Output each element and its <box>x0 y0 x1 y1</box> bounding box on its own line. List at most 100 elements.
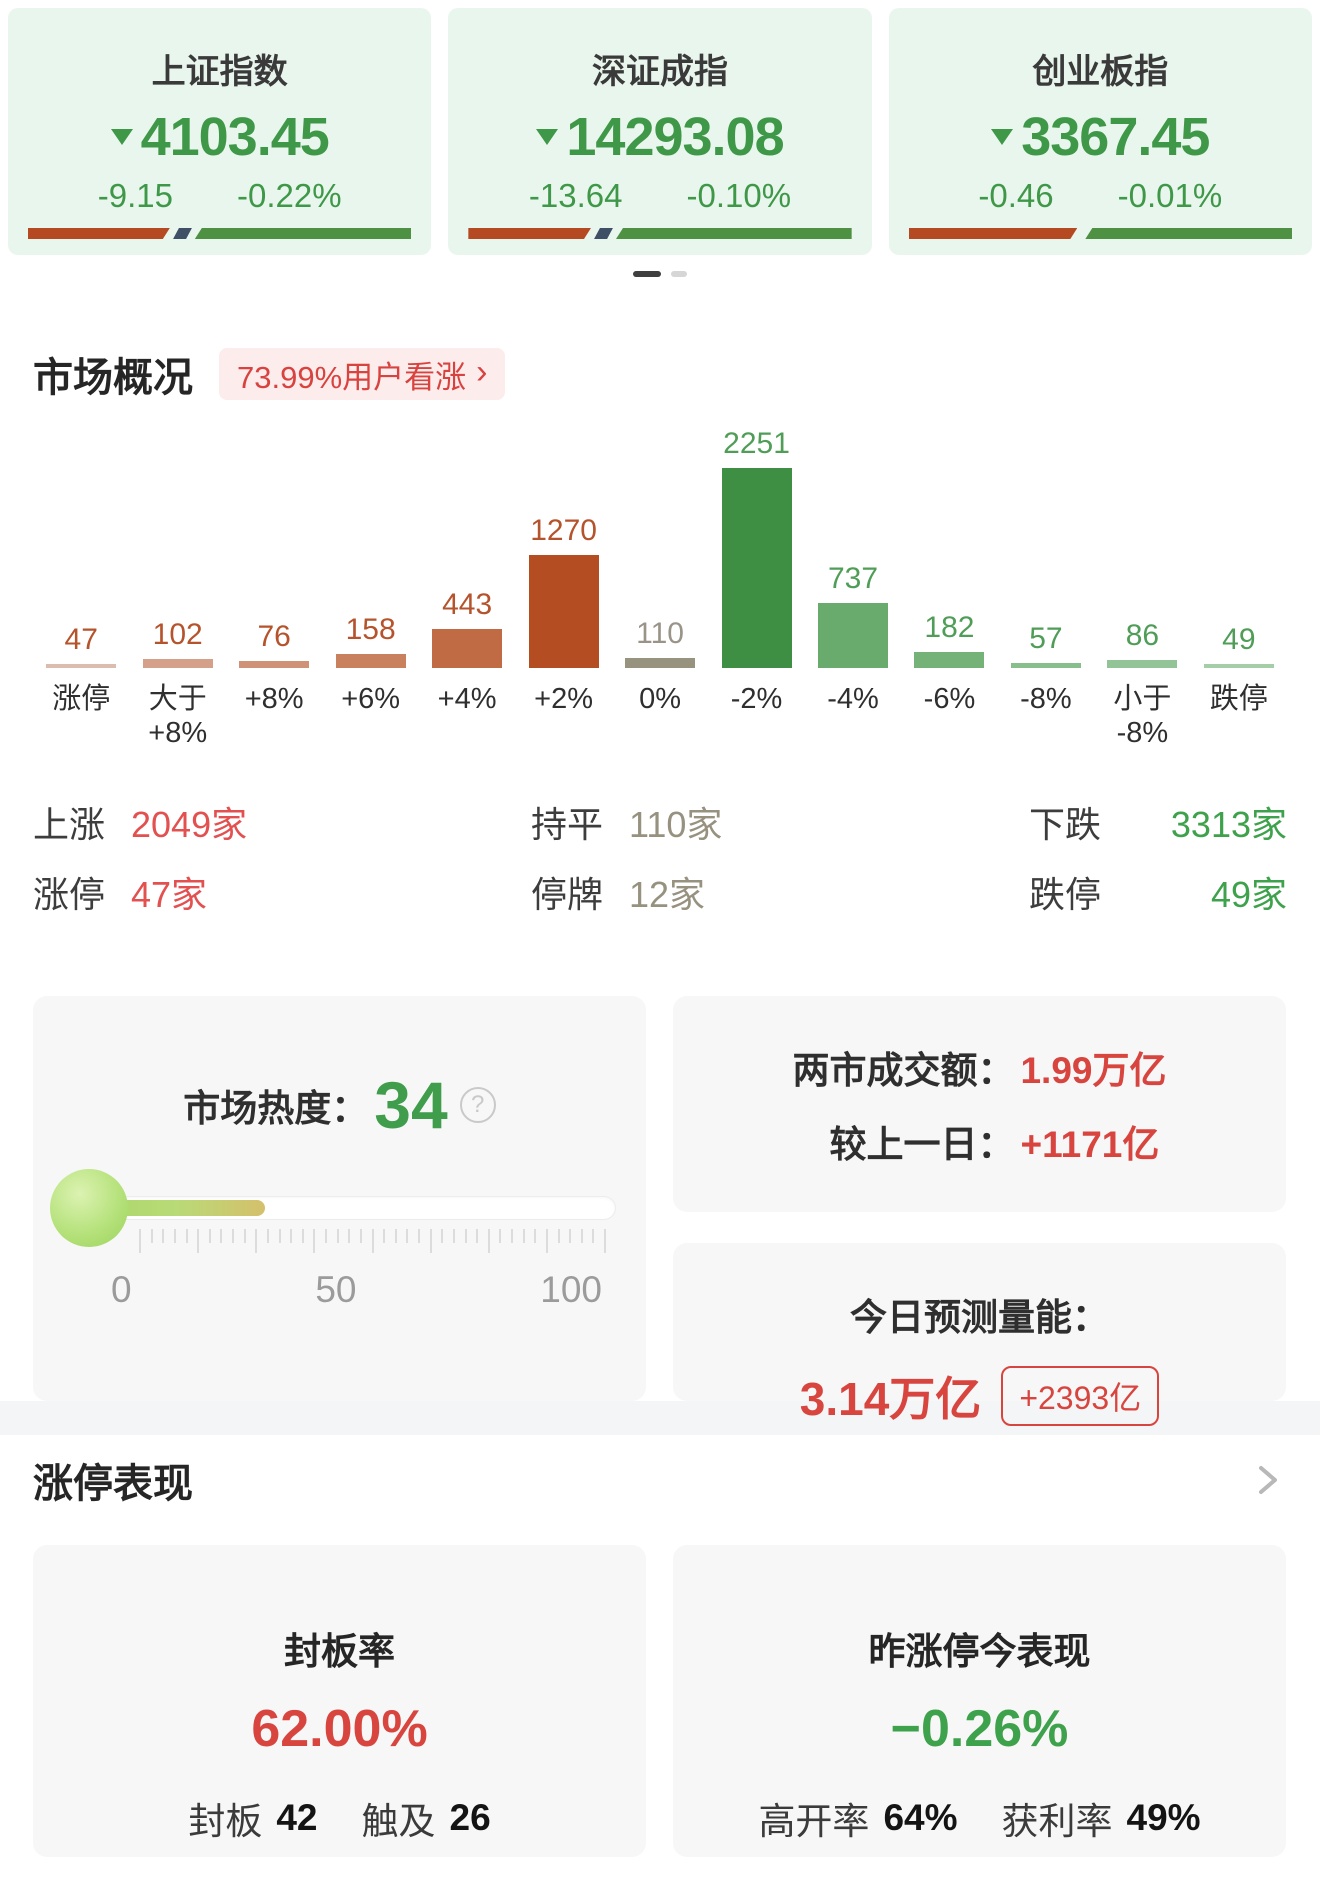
market-heat-label: 市场热度： <box>183 1088 369 1129</box>
breadth-value: 12家 <box>629 874 706 915</box>
ratio-slash-divider <box>594 228 613 239</box>
histogram-bar <box>1107 660 1178 668</box>
histogram-column: 110 0% <box>612 427 708 756</box>
ruler-tick <box>429 1229 432 1253</box>
breadth-label: 跌停 <box>1029 874 1102 915</box>
breadth-cell: 涨停 47家 <box>33 866 451 918</box>
ratio-down-segment <box>194 228 412 239</box>
bar-category-label: -4% <box>827 683 879 715</box>
gauge-scale-labels: 0 50 100 <box>111 1269 602 1311</box>
index-card[interactable]: 上证指数 4103.45 -9.15 -0.22% <box>8 8 432 255</box>
index-change: -9.15 <box>97 177 173 214</box>
ratio-down-segment <box>615 228 852 239</box>
bar-category-label: 涨停 <box>52 683 111 715</box>
ruler-tick <box>487 1229 490 1253</box>
ruler-tick <box>185 1229 188 1243</box>
ruler-tick <box>313 1229 316 1253</box>
index-card[interactable]: 创业板指 3367.45 -0.46 -0.01% <box>888 8 1312 255</box>
stat-label: 触及 <box>361 1801 436 1842</box>
ruler-tick <box>232 1229 234 1243</box>
chevron-right-icon[interactable] <box>1247 1460 1287 1500</box>
sentiment-badge[interactable]: 73.99%用户看涨 › <box>219 348 506 400</box>
bar-category-label: +8% <box>244 683 304 715</box>
ratio-down-segment <box>1085 228 1292 239</box>
index-change-pct: -0.01% <box>1117 177 1223 214</box>
up-down-ratio-bar <box>909 228 1292 239</box>
limit-up-stat: 获利率 49% <box>1002 1791 1201 1845</box>
histogram-bar <box>1203 664 1274 668</box>
bar-value-label: 110 <box>636 617 684 650</box>
stat-label: 封板 <box>188 1801 263 1842</box>
ruler-tick <box>545 1229 548 1253</box>
limit-up-card-stats: 高开率 64% 获利率 49% <box>673 1791 1286 1845</box>
histogram-bar <box>432 629 503 668</box>
section-separator <box>0 1401 1320 1435</box>
histogram-bar <box>1010 663 1081 668</box>
bar-category-label: 0% <box>639 683 681 715</box>
forecast-panel: 今日预测量能： 3.14万亿 +2393亿 <box>673 1243 1286 1426</box>
index-change-row: -9.15 -0.22% <box>8 177 431 217</box>
limit-up-card-value: 62.00% <box>251 1700 428 1758</box>
volume-panels: 两市成交额： 1.99万亿 较上一日： +1171亿 今日预测量能： 3.14万… <box>673 996 1286 1426</box>
histogram-bar <box>528 555 599 668</box>
index-value-row: 4103.45 <box>8 107 431 167</box>
bar-category-label: -6% <box>923 683 976 715</box>
help-icon[interactable]: ? <box>459 1087 496 1123</box>
forecast-label: 今日预测量能： <box>850 1297 1109 1338</box>
histogram-column: 737 -4% <box>805 427 901 756</box>
market-heat-panel: 市场热度： 34 ? 0 50 100 <box>33 996 646 1401</box>
index-card[interactable]: 深证成指 14293.08 -13.64 -0.10% <box>448 8 872 255</box>
stat-label: 获利率 <box>1001 1801 1113 1842</box>
ruler-tick <box>534 1229 537 1243</box>
bar-category-label: 跌停 <box>1209 683 1268 715</box>
turnover-label: 两市成交额： <box>792 1050 1015 1091</box>
pager-dash[interactable] <box>633 271 661 277</box>
breadth-value: 3313家 <box>1170 804 1287 845</box>
bar-value-label: 49 <box>1222 623 1256 656</box>
breadth-value: 49家 <box>1210 874 1287 915</box>
index-name: 创业板指 <box>1032 53 1169 91</box>
breadth-label: 停牌 <box>531 874 604 915</box>
index-value: 4103.45 <box>140 107 330 167</box>
breadth-cell: 停牌 12家 <box>451 866 869 918</box>
histogram-column: 102 大于 +8% <box>129 427 225 756</box>
histogram-column: 86 小于 -8% <box>1094 427 1190 756</box>
breadth-value: 47家 <box>131 874 208 915</box>
turnover-panel: 两市成交额： 1.99万亿 较上一日： +1171亿 <box>673 996 1286 1212</box>
histogram-column: 2251 -2% <box>708 427 804 756</box>
ruler-tick <box>278 1229 281 1243</box>
limit-up-card: 封板率 62.00% 封板 42 触及 26 <box>33 1545 646 1857</box>
ruler-tick <box>150 1229 153 1243</box>
gauge-thumb[interactable] <box>50 1169 128 1247</box>
triangle-down-icon <box>536 129 559 145</box>
ruler-tick <box>139 1229 141 1253</box>
ruler-tick <box>348 1229 351 1243</box>
market-heat-gauge: 0 50 100 <box>50 1169 616 1311</box>
histogram-bar <box>239 661 310 668</box>
breadth-label: 下跌 <box>1029 804 1102 845</box>
pager-dash[interactable] <box>671 271 687 277</box>
limit-up-header[interactable]: 涨停表现 <box>33 1451 1287 1509</box>
histogram-column: 1270 +2% <box>515 427 611 756</box>
index-change-pct: -0.22% <box>236 177 342 214</box>
histogram-bar <box>721 468 792 668</box>
ratio-gap <box>1077 228 1085 239</box>
carousel-pager <box>0 255 1320 293</box>
breadth-cell: 持平 110家 <box>451 796 869 848</box>
limit-up-cards: 封板率 62.00% 封板 42 触及 26 昨涨停今表现 −0.26% 高开率 64% 获利率 49… <box>33 1545 1287 1857</box>
histogram-column: 443 +4% <box>419 427 515 756</box>
bar-category-label: +6% <box>341 683 401 715</box>
ratio-up-segment <box>909 228 1078 239</box>
turnover-delta-label: 较上一日： <box>829 1124 1015 1165</box>
ruler-tick <box>208 1229 211 1243</box>
bar-value-label: 57 <box>1029 622 1063 655</box>
ruler-tick <box>197 1229 200 1253</box>
ruler-tick <box>290 1229 293 1243</box>
bar-value-label: 737 <box>827 562 879 595</box>
bar-category-label: 小于 -8% <box>1113 683 1172 750</box>
ruler-tick <box>162 1229 165 1243</box>
market-heat-value: 34 <box>374 1068 448 1142</box>
ruler-tick <box>266 1229 269 1243</box>
gauge-label-min: 0 <box>111 1269 132 1310</box>
stat-value: 26 <box>449 1797 491 1838</box>
